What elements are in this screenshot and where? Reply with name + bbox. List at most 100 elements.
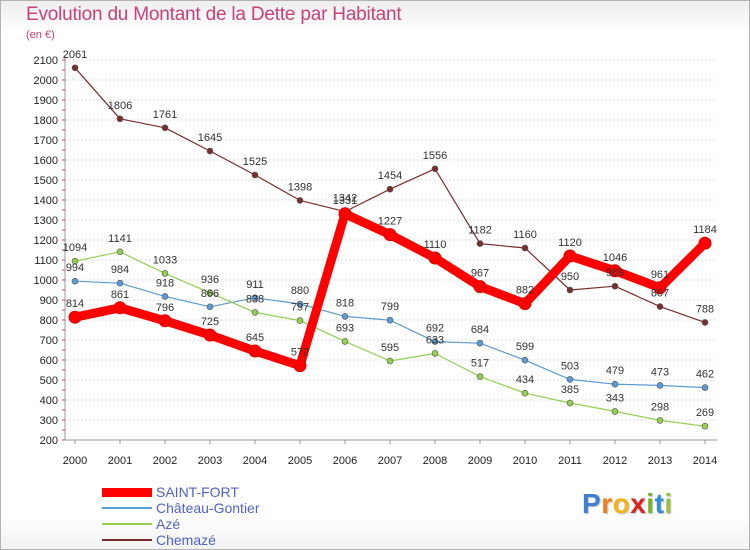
data-point xyxy=(566,399,574,407)
data-point xyxy=(341,313,349,320)
data-point xyxy=(386,357,394,365)
y-tick-label: 300 xyxy=(40,415,58,427)
data-label: 950 xyxy=(561,271,579,283)
data-label: 911 xyxy=(246,279,264,291)
logo-letter: o xyxy=(612,488,631,519)
data-label: 1184 xyxy=(693,224,717,236)
y-tick-label: 1000 xyxy=(34,275,58,287)
x-tick-label: 2013 xyxy=(648,455,672,467)
data-point xyxy=(206,147,214,155)
x-tick-label: 2010 xyxy=(513,455,537,467)
data-label: 725 xyxy=(201,316,219,328)
legend-swatch xyxy=(102,487,152,497)
data-label: 1645 xyxy=(198,132,222,144)
plot-area xyxy=(65,55,705,440)
data-label: 1454 xyxy=(378,170,402,182)
data-point xyxy=(338,207,352,221)
series-ch-teau-gontier xyxy=(71,277,709,391)
data-label: 1033 xyxy=(153,254,177,266)
data-label: 298 xyxy=(651,401,669,413)
data-label: 796 xyxy=(156,302,174,314)
data-label: 1398 xyxy=(288,181,312,193)
data-point xyxy=(476,240,484,247)
data-label: 1806 xyxy=(108,100,132,112)
series-saint-fort xyxy=(68,207,712,373)
data-point xyxy=(251,171,259,179)
data-labels: 814 861 796 725 645 572 1331 1227 1110 967 882 1120… xyxy=(66,195,717,359)
data-point xyxy=(68,310,82,324)
data-point xyxy=(611,408,619,415)
data-label: 788 xyxy=(696,303,714,315)
x-tick-label: 2012 xyxy=(603,455,627,467)
x-tick-label: 2003 xyxy=(198,455,222,467)
data-point xyxy=(656,417,664,424)
legend-label: Château-Gontier xyxy=(156,500,260,516)
data-point xyxy=(701,319,709,326)
data-point xyxy=(518,297,532,311)
y-tick-label: 1200 xyxy=(34,235,58,247)
data-label: 269 xyxy=(696,407,714,419)
data-label: 599 xyxy=(516,341,534,353)
x-tick-label: 2007 xyxy=(378,455,402,467)
data-point xyxy=(296,300,304,308)
y-tick-label: 1400 xyxy=(34,195,58,207)
data-label: 645 xyxy=(246,332,264,344)
data-point xyxy=(116,279,124,287)
data-label: 866 xyxy=(201,288,219,300)
data-point xyxy=(248,344,262,358)
data-label: 692 xyxy=(426,323,444,335)
data-label: 969 xyxy=(606,267,624,279)
data-label: 1182 xyxy=(468,225,492,237)
data-label: 2061 xyxy=(63,49,87,61)
x-tick-label: 2009 xyxy=(468,455,492,467)
data-point xyxy=(608,264,622,278)
y-tick-label: 500 xyxy=(40,375,58,387)
data-point xyxy=(611,282,619,290)
data-point xyxy=(521,356,529,364)
y-tick-label: 700 xyxy=(40,335,58,347)
data-point xyxy=(161,124,169,132)
data-label: 814 xyxy=(66,298,84,310)
data-point xyxy=(293,359,307,373)
data-label: 1141 xyxy=(108,233,132,245)
data-label: 984 xyxy=(111,264,129,276)
data-point xyxy=(251,294,259,302)
data-point xyxy=(71,277,79,285)
data-point xyxy=(476,339,484,347)
logo-letter: x xyxy=(630,488,647,519)
y-axis-ticks: 200 300 400 500 600 700 800 900 1000 1100 1200 1300… xyxy=(34,55,58,447)
legend: SAINT-FORT Château-Gontier Azé Chemazé xyxy=(102,484,342,548)
data-label: 693 xyxy=(336,322,354,334)
legend-item: SAINT-FORT xyxy=(102,484,342,500)
data-point xyxy=(113,301,127,315)
y-tick-label: 1600 xyxy=(34,155,58,167)
data-label: 936 xyxy=(201,274,219,286)
data-label: 1761 xyxy=(153,109,177,121)
data-label: 462 xyxy=(696,369,714,381)
data-point xyxy=(161,293,169,300)
data-point xyxy=(431,165,439,173)
data-label: 1331 xyxy=(333,195,357,207)
y-tick-label: 1800 xyxy=(34,115,58,127)
x-tick-label: 2005 xyxy=(288,455,312,467)
data-point xyxy=(656,303,664,310)
data-label: 434 xyxy=(516,374,534,386)
data-labels: 1094 1141 1033 936 838 797 693 595 633 517 434 385 3… xyxy=(63,233,714,419)
data-point xyxy=(701,384,709,391)
data-point xyxy=(386,185,394,193)
x-tick-label: 2006 xyxy=(333,455,357,467)
data-labels: 2061 1806 1761 1645 1525 1398 1342 1454 1556 1182… xyxy=(63,49,714,316)
unit-label: (en €) xyxy=(26,29,55,41)
data-point xyxy=(431,350,439,357)
y-tick-label: 400 xyxy=(40,395,58,407)
data-point xyxy=(116,115,124,123)
logo-letter: t xyxy=(654,488,665,519)
legend-label: Azé xyxy=(156,516,181,532)
data-label: 1160 xyxy=(513,229,537,241)
data-point xyxy=(476,373,484,380)
data-label: 1110 xyxy=(424,239,447,251)
data-label: 818 xyxy=(336,297,354,309)
logo-letter: P xyxy=(582,488,602,519)
x-axis-ticks: 2000 2001 2002 2003 2004 2005 2006 2007 2008 2009… xyxy=(63,440,717,467)
legend-swatch xyxy=(102,539,152,541)
